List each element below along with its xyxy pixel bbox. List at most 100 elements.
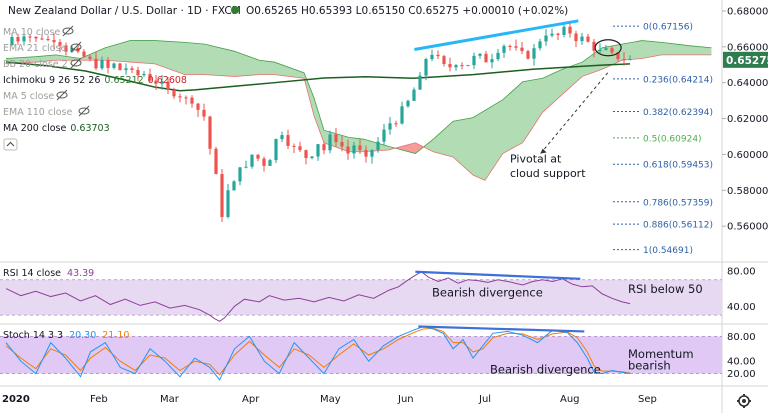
rsi-line[interactable] [5, 271, 631, 322]
candle [124, 63, 128, 75]
eye-off-icon[interactable] [62, 25, 74, 37]
stoch-annotation: Bearish divergence [490, 363, 601, 377]
legend-ma10[interactable]: MA 10 close [3, 27, 60, 38]
rsi-legend[interactable]: RSI 14 close 43.39 [3, 268, 94, 279]
stoch-tick-label: 80.00 [727, 332, 756, 343]
candle [244, 160, 248, 169]
candle [130, 65, 134, 74]
fib-level-label: 0.236(0.64214) [643, 75, 713, 85]
time-tick-label: Jun [397, 394, 414, 405]
candle [226, 184, 230, 219]
fib-level-label: 1(0.54691) [643, 246, 693, 256]
time-tick-label: Apr [242, 394, 260, 405]
candle [454, 63, 458, 71]
candle [448, 57, 452, 72]
price-annotation: Pivotal at [510, 152, 562, 165]
candle [580, 32, 584, 45]
candle [208, 115, 212, 155]
candle [472, 52, 476, 70]
price-tick-label: 0.60000 [727, 150, 768, 161]
candle [112, 62, 116, 70]
candle [274, 138, 278, 163]
candle [22, 30, 26, 46]
candle [232, 180, 236, 191]
candle [202, 103, 206, 121]
highlight-circle[interactable] [594, 39, 622, 57]
stoch-legend[interactable]: Stoch 14 3 3 20.30 21.10 [3, 330, 129, 341]
candle [502, 44, 506, 59]
candle [238, 167, 242, 186]
candle [280, 131, 284, 143]
stoch-tick-label: 40.00 [727, 357, 756, 368]
candle [562, 22, 566, 38]
candle [586, 33, 590, 43]
price-tick-label: 0.62000 [727, 114, 768, 125]
candle [484, 51, 488, 63]
candle [28, 34, 32, 43]
price-annotation: cloud support [510, 167, 586, 180]
candle [220, 169, 224, 222]
candle [610, 45, 614, 55]
candle [388, 116, 392, 135]
price-tick-label: 0.64000 [727, 78, 768, 89]
candle [622, 52, 626, 66]
ohlc-readout: O0.65265 H0.65393 L0.65150 C0.65275 +0.0… [246, 5, 568, 17]
eye-off-icon[interactable] [56, 89, 68, 101]
candle [328, 130, 332, 154]
candle [370, 149, 374, 164]
rsi-divergence-line[interactable] [415, 270, 581, 280]
legend-ema21[interactable]: EMA 21 close [3, 43, 66, 54]
legend-ichimoku[interactable]: Ichimoku 9 26 52 26 0.65212 0.62608 [3, 75, 187, 86]
candle [16, 33, 20, 46]
candle [406, 99, 410, 108]
eye-off-icon[interactable] [78, 105, 90, 117]
legend-bb20[interactable]: BB 20 close 2 [3, 59, 68, 70]
candle [100, 56, 104, 71]
market-status-dot [231, 6, 239, 14]
price-trendline[interactable] [414, 19, 579, 51]
senkou-span-b [5, 54, 712, 181]
stoch-divergence-line[interactable] [418, 325, 585, 333]
indicator-layer [0, 40, 722, 381]
arrowhead [540, 148, 547, 154]
candle [190, 95, 194, 108]
fib-level-label: 0.886(0.56112) [643, 221, 713, 231]
candle [166, 76, 170, 95]
candle [322, 141, 326, 155]
chart-title: New Zealand Dollar / U.S. Dollar · 1D · … [8, 5, 241, 17]
time-tick-label: Feb [90, 394, 108, 405]
rsi-tick-label: 40.00 [727, 302, 756, 313]
legend-ma200[interactable]: MA 200 close 0.63703 [3, 123, 110, 134]
candle [88, 54, 92, 62]
candle [160, 74, 164, 90]
eye-off-icon[interactable] [70, 41, 82, 53]
candle [94, 52, 98, 71]
ma200-line[interactable] [5, 61, 631, 92]
time-tick-label: Sep [638, 394, 657, 405]
candle [412, 87, 416, 101]
candle [532, 44, 536, 66]
candle [568, 22, 572, 38]
candle [286, 129, 290, 150]
candle [118, 62, 122, 71]
fib-level-label: 0.786(0.57359) [643, 198, 713, 208]
eye-off-icon[interactable] [70, 57, 82, 69]
ichimoku-cloud-bullish [6, 40, 396, 152]
ichimoku-cloud-bullish [425, 40, 712, 181]
stoch-d-line[interactable] [5, 327, 631, 376]
candle [304, 149, 308, 165]
stoch-tick-label: 20.00 [727, 369, 756, 380]
candle [148, 68, 152, 82]
legend-ma5[interactable]: MA 5 close [3, 91, 54, 102]
candle [364, 145, 368, 163]
gear-icon[interactable] [737, 394, 751, 408]
candle [316, 143, 320, 161]
legend-ema110[interactable]: EMA 110 close [3, 107, 72, 118]
fib-level-label: 0.5(0.60924) [643, 134, 702, 144]
fib-level-label: 0.382(0.62394) [643, 108, 713, 118]
price-tick-label: 0.68000 [727, 6, 768, 17]
candle [544, 28, 548, 46]
collapse-chevron-icon[interactable] [3, 138, 18, 151]
rsi-annotation: RSI below 50 [628, 282, 703, 296]
